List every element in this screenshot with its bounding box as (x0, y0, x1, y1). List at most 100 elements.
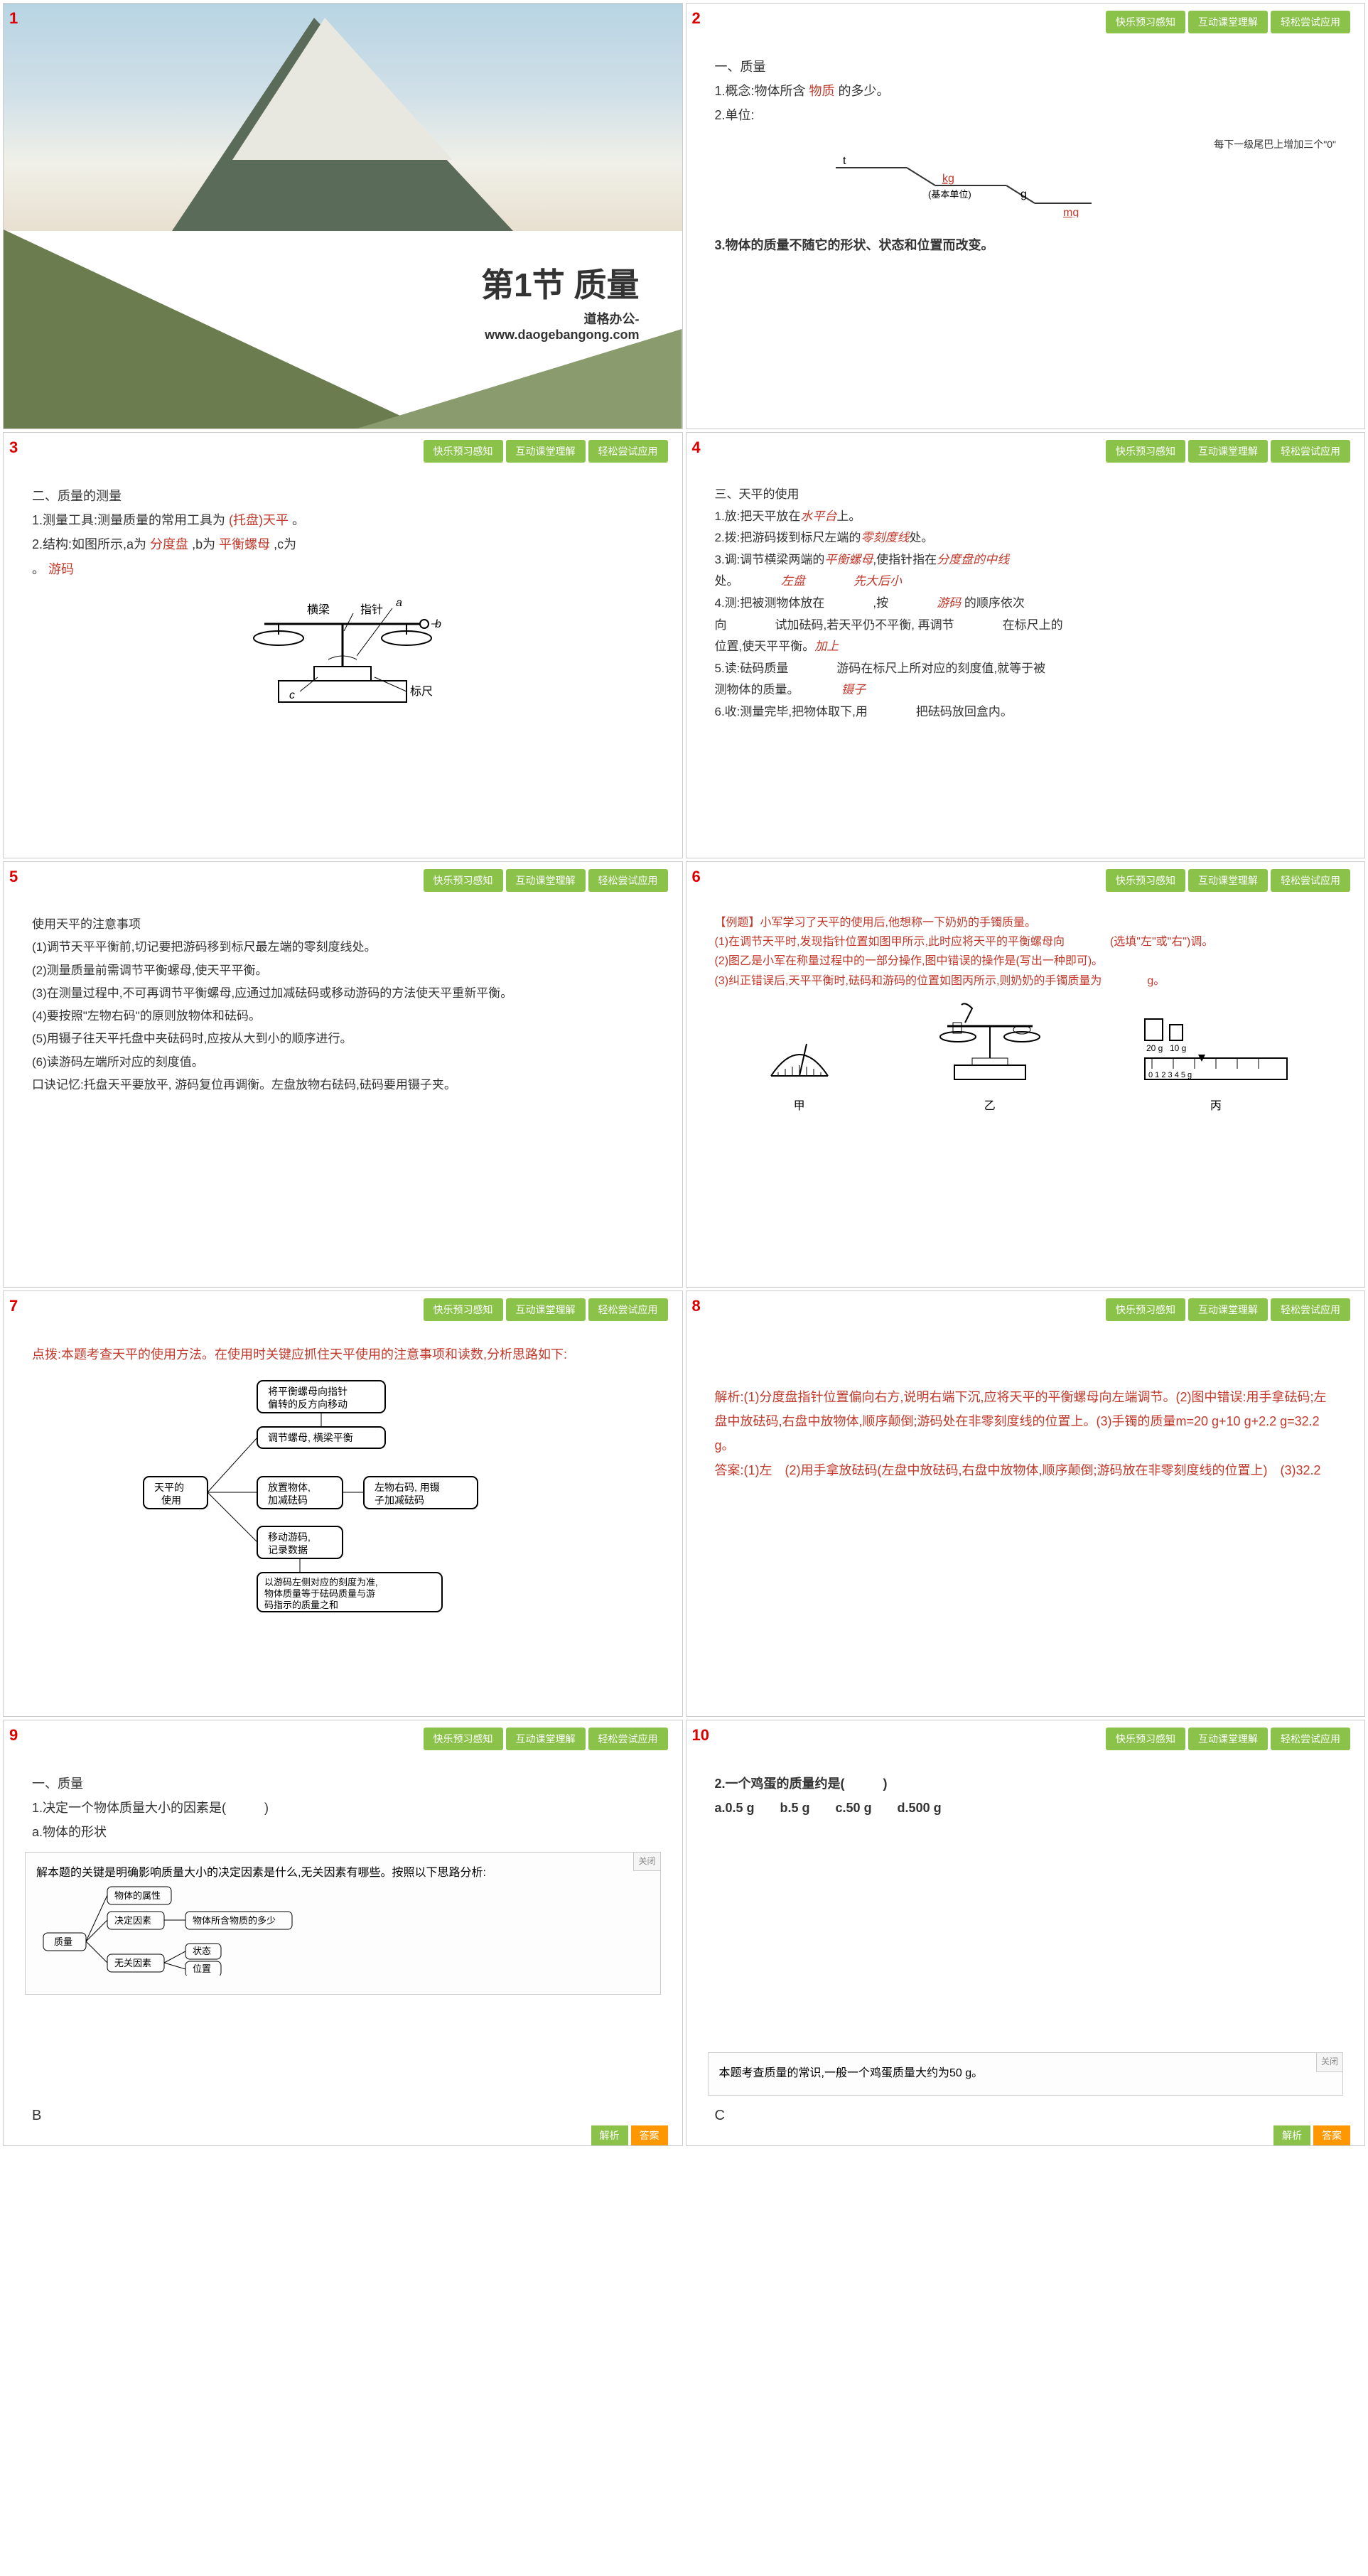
text-line: 。 游码 (32, 557, 654, 581)
slide-content: 点拨:本题考查天平的使用方法。在使用时关键应抓住天平使用的注意事项和读数,分析思… (4, 1328, 682, 1637)
slide-content: 解析:(1)分度盘指针位置偏向右方,说明右端下沉,应将天平的平衡螺母向左端调节。… (686, 1328, 1365, 1497)
tab-preview[interactable]: 快乐预习感知 (1106, 11, 1185, 33)
tab-interactive[interactable]: 互动课堂理解 (1188, 1728, 1268, 1750)
text-line: (3)在测量过程中,不可再调节平衡螺母,应通过加减砝码或移动游码的方法使天平重新… (32, 982, 654, 1005)
svg-text:加减砝码: 加减砝码 (268, 1494, 308, 1506)
svg-text:(基本单位): (基本单位) (928, 189, 971, 200)
slide-number: 4 (692, 438, 701, 457)
text-line: 1.概念:物体所含 物质 的多少。 (715, 79, 1337, 103)
svg-text:移动游码,: 移动游码, (268, 1531, 311, 1543)
tab-preview[interactable]: 快乐预习感知 (1106, 440, 1185, 463)
svg-text:kg: kg (942, 173, 954, 185)
tab-practice[interactable]: 轻松尝试应用 (1271, 1298, 1350, 1321)
analysis-button[interactable]: 解析 (591, 2125, 628, 2145)
analysis-text: 本题考查质量的常识,一般一个鸡蛋质量大约为50 g。 (719, 2064, 1332, 2084)
svg-text:物体所含物质的多少: 物体所含物质的多少 (193, 1915, 276, 1926)
tab-bar: 快乐预习感知 互动课堂理解 轻松尝试应用 (686, 1720, 1365, 1757)
tab-practice[interactable]: 轻松尝试应用 (588, 869, 668, 892)
tab-preview[interactable]: 快乐预习感知 (1106, 1728, 1185, 1750)
tab-preview[interactable]: 快乐预习感知 (424, 1298, 503, 1321)
text-line: 【例题】小军学习了天平的使用后,他想称一下奶奶的手镯质量。 (715, 913, 1337, 932)
tab-preview[interactable]: 快乐预习感知 (424, 1728, 503, 1750)
text-line: a.0.5 g b.5 g c.50 g d.500 g (715, 1796, 1337, 1820)
tab-interactive[interactable]: 互动课堂理解 (506, 1728, 586, 1750)
bottom-buttons: 解析 答案 (1273, 2125, 1350, 2145)
close-button[interactable]: 关闭 (633, 1852, 660, 1872)
analysis-panel: 关闭 解本题的关键是明确影响质量大小的决定因素是什么,无关因素有哪些。按照以下思… (25, 1852, 661, 1995)
flowchart: 将平衡螺母向指针 偏转的反方向移动 调节螺母, 横梁平衡 天平的使用 放置物体,… (129, 1374, 556, 1615)
slide-subtitle: 道格办公- www.daogebangong.com (485, 309, 639, 343)
text-line: a.物体的形状 (32, 1820, 654, 1844)
slide-content: 一、质量 1.决定一个物体质量大小的因素是( ) a.物体的形状 (4, 1757, 682, 1845)
unit-diagram: 每下一级尾巴上增加三个"0" t kg (基本单位) g mg (822, 135, 1337, 226)
svg-text:无关因素: 无关因素 (114, 1958, 151, 1968)
text-line: (6)读游码左端所对应的刻度值。 (32, 1051, 654, 1074)
tab-interactive[interactable]: 互动课堂理解 (506, 869, 586, 892)
svg-text:码指示的质量之和: 码指示的质量之和 (264, 1600, 338, 1610)
analysis-flowchart: 物体的属性 决定因素 物体所含物质的多少 质量 无关因素 状态 位置 (36, 1883, 392, 1976)
svg-text:调节螺母, 横梁平衡: 调节螺母, 横梁平衡 (268, 1432, 353, 1443)
svg-text:使用: 使用 (161, 1494, 181, 1506)
text-line: 点拨:本题考查天平的使用方法。在使用时关键应抓住天平使用的注意事项和读数,分析思… (32, 1342, 654, 1367)
svg-text:mg: mg (1063, 207, 1079, 217)
answer-button[interactable]: 答案 (631, 2125, 668, 2145)
tab-interactive[interactable]: 互动课堂理解 (1188, 440, 1268, 463)
slide-number: 7 (9, 1297, 18, 1315)
slide-content: 一、质量 1.概念:物体所含 物质 的多少。 2.单位: 每下一级尾巴上增加三个… (686, 41, 1365, 271)
slide-8: 8 快乐预习感知 互动课堂理解 轻松尝试应用 解析:(1)分度盘指针位置偏向右方… (686, 1290, 1366, 1717)
heading: 一、质量 (715, 55, 1337, 79)
tab-interactive[interactable]: 互动课堂理解 (506, 1298, 586, 1321)
slide-number: 1 (9, 9, 18, 28)
tab-practice[interactable]: 轻松尝试应用 (588, 1728, 668, 1750)
text-line: (2)图乙是小军在称量过程中的一部分操作,图中错误的操作是(写出一种即可)。 (715, 952, 1337, 971)
svg-text:10 g: 10 g (1170, 1043, 1186, 1053)
slide-content: 二、质量的测量 1.测量工具:测量质量的常用工具为 (托盘)天平 。 2.结构:… (4, 470, 682, 738)
balance-diagram: 横梁 指针 a b c 标尺 (236, 588, 449, 716)
tab-preview[interactable]: 快乐预习感知 (1106, 869, 1185, 892)
tab-bar: 快乐预习感知 互动课堂理解 轻松尝试应用 (686, 4, 1365, 41)
text-line: 向 试加砝码,若天平仍不平衡, 再调节 在标尺上的 (715, 615, 1337, 637)
tab-interactive[interactable]: 互动课堂理解 (1188, 11, 1268, 33)
text-line: 3.调:调节横梁两端的平衡螺母,使指针指在分度盘的中线 (715, 549, 1337, 571)
tab-preview[interactable]: 快乐预习感知 (424, 440, 503, 463)
text-line: 2.结构:如图所示,a为 分度盘 ,b为 平衡螺母 ,c为 (32, 532, 654, 556)
text-line: 口诀记忆:托盘天平要放平, 游码复位再调衡。左盘放物右砝码,砝码要用镊子夹。 (32, 1074, 654, 1096)
tab-practice[interactable]: 轻松尝试应用 (1271, 11, 1350, 33)
analysis-text: 解本题的关键是明确影响质量大小的决定因素是什么,无关因素有哪些。按照以下思路分析… (36, 1863, 650, 1884)
heading: 三、天平的使用 (715, 484, 1337, 506)
text-line: (2)测量质量前需调节平衡螺母,使天平平衡。 (32, 959, 654, 982)
tab-practice[interactable]: 轻松尝试应用 (588, 440, 668, 463)
tab-practice[interactable]: 轻松尝试应用 (1271, 869, 1350, 892)
tab-interactive[interactable]: 互动课堂理解 (506, 440, 586, 463)
slide-number: 5 (9, 868, 18, 886)
svg-text:标尺: 标尺 (410, 685, 433, 698)
heading: 二、质量的测量 (32, 484, 654, 508)
svg-text:质量: 质量 (54, 1936, 72, 1947)
answer-button[interactable]: 答案 (1313, 2125, 1350, 2145)
text-line: 测物体的质量。 镊子 (715, 679, 1337, 701)
tab-preview[interactable]: 快乐预习感知 (1106, 1298, 1185, 1321)
svg-text:位置: 位置 (193, 1963, 211, 1974)
slide-content: 使用天平的注意事项 (1)调节天平平衡前,切记要把游码移到标尺最左端的零刻度线处… (4, 899, 682, 1111)
text-line: (4)要按照"左物右码"的原则放物体和砝码。 (32, 1005, 654, 1028)
svg-text:放置物体,: 放置物体, (268, 1482, 311, 1493)
close-button[interactable]: 关闭 (1316, 2052, 1343, 2072)
svg-text:偏转的反方向移动: 偏转的反方向移动 (268, 1399, 348, 1410)
tab-interactive[interactable]: 互动课堂理解 (1188, 869, 1268, 892)
tab-bar: 快乐预习感知 互动课堂理解 轻松尝试应用 (686, 862, 1365, 899)
svg-text:指针: 指针 (360, 603, 383, 616)
tab-practice[interactable]: 轻松尝试应用 (588, 1298, 668, 1321)
tab-bar: 快乐预习感知 互动课堂理解 轻松尝试应用 (4, 1720, 682, 1757)
tab-practice[interactable]: 轻松尝试应用 (1271, 1728, 1350, 1750)
svg-text:天平的: 天平的 (154, 1482, 184, 1493)
analysis-button[interactable]: 解析 (1273, 2125, 1310, 2145)
tab-preview[interactable]: 快乐预习感知 (424, 869, 503, 892)
tab-practice[interactable]: 轻松尝试应用 (1271, 440, 1350, 463)
text-line: 1.测量工具:测量质量的常用工具为 (托盘)天平 。 (32, 508, 654, 532)
bottom-buttons: 解析 答案 (591, 2125, 668, 2145)
slide-number: 6 (692, 868, 701, 886)
tab-interactive[interactable]: 互动课堂理解 (1188, 1298, 1268, 1321)
slide-number: 10 (692, 1726, 709, 1745)
tab-bar: 快乐预习感知 互动课堂理解 轻松尝试应用 (686, 433, 1365, 470)
slide-10: 10 快乐预习感知 互动课堂理解 轻松尝试应用 2.一个鸡蛋的质量约是( ) a… (686, 1720, 1366, 2146)
